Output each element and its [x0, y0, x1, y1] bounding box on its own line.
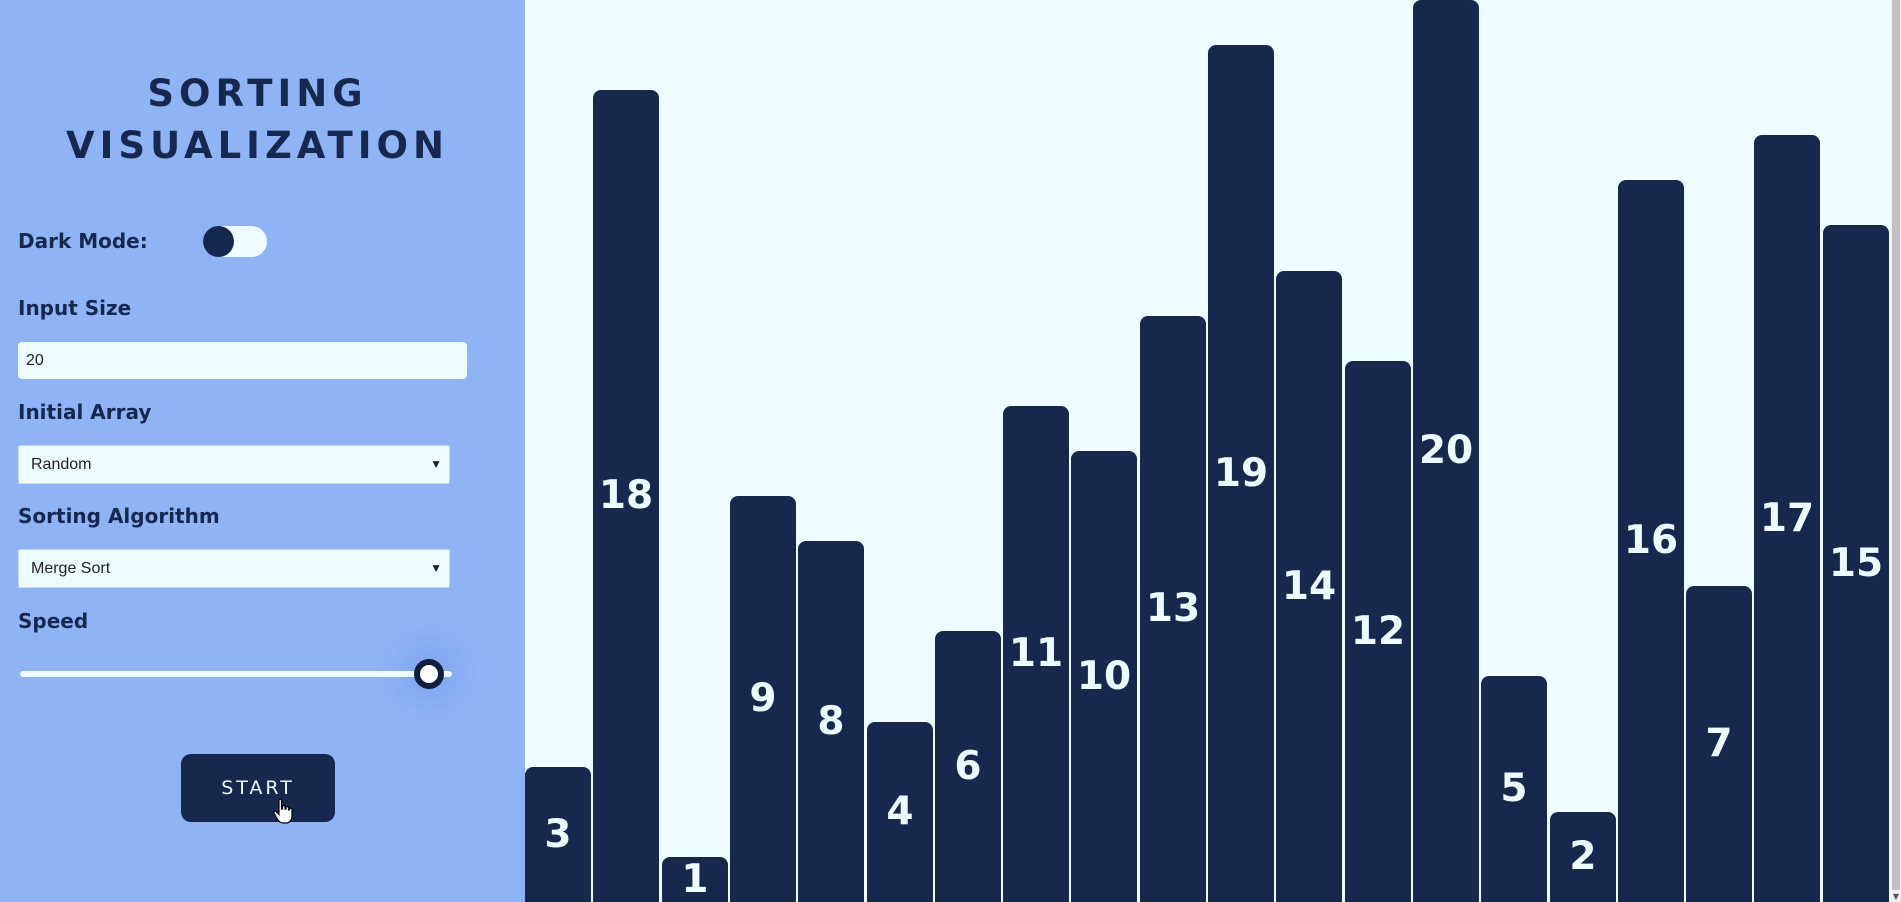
bar-value-label: 18 [598, 473, 654, 518]
bar-17 [1618, 180, 1684, 902]
bar-value-label: 3 [544, 812, 572, 857]
bar-16 [1550, 812, 1616, 902]
bar-19 [1754, 135, 1820, 902]
vertical-scrollbar[interactable]: ▲ ▼ [1891, 0, 1901, 902]
scroll-down-icon[interactable]: ▼ [1892, 892, 1900, 901]
initial-array-value: Random [31, 455, 92, 473]
control-sidebar: SORTING VISUALIZATION Dark Mode: Input S… [0, 0, 525, 902]
bar-value-label: 16 [1623, 518, 1679, 563]
input-size-field[interactable] [18, 342, 467, 379]
bar-3 [662, 857, 728, 902]
bar-20 [1823, 225, 1889, 902]
scroll-thumb[interactable] [1892, 0, 1900, 890]
start-button[interactable]: START [181, 754, 335, 822]
bar-8 [1003, 406, 1069, 902]
initial-array-label: Initial Array [18, 400, 152, 424]
bar-1 [525, 767, 591, 902]
slider-track [20, 671, 452, 677]
bar-7 [935, 631, 1001, 902]
title-line-1: SORTING [147, 72, 368, 115]
bar-14 [1413, 0, 1479, 902]
bar-value-label: 13 [1145, 586, 1201, 631]
bar-18 [1686, 586, 1752, 902]
sorting-algorithm-label: Sorting Algorithm [18, 504, 220, 528]
bar-12 [1276, 271, 1342, 902]
bar-9 [1071, 451, 1137, 902]
bar-value-label: 9 [749, 676, 777, 721]
bar-value-label: 17 [1759, 496, 1815, 541]
bar-15 [1481, 676, 1547, 902]
hand-cursor-icon [273, 798, 293, 824]
bar-value-label: 12 [1350, 609, 1406, 654]
bar-value-label: 10 [1076, 654, 1132, 699]
bar-value-label: 1 [681, 857, 709, 902]
chevron-down-icon: ▼ [430, 561, 442, 575]
bar-13 [1345, 361, 1411, 902]
bar-value-label: 20 [1418, 428, 1474, 473]
bar-value-label: 4 [886, 789, 914, 834]
initial-array-select[interactable]: Random ▼ [18, 445, 450, 484]
sorting-algorithm-value: Merge Sort [31, 559, 111, 577]
bar-value-label: 6 [954, 744, 982, 789]
input-size-label: Input Size [18, 296, 132, 320]
speed-slider[interactable] [20, 623, 479, 723]
bar-value-label: 11 [1008, 631, 1064, 676]
toggle-knob [203, 226, 234, 257]
slider-thumb[interactable] [414, 659, 444, 689]
bar-value-label: 8 [817, 699, 845, 744]
bar-5 [798, 541, 864, 902]
bar-value-label: 2 [1569, 834, 1597, 879]
sorting-algorithm-select[interactable]: Merge Sort ▼ [18, 549, 450, 588]
bar-4 [730, 496, 796, 902]
chevron-down-icon: ▼ [430, 457, 442, 471]
dark-mode-label: Dark Mode: [18, 229, 148, 253]
bar-2 [593, 90, 659, 902]
bar-value-label: 15 [1828, 541, 1884, 586]
bar-value-label: 14 [1281, 564, 1337, 609]
bar-10 [1140, 316, 1206, 902]
dark-mode-toggle[interactable] [203, 226, 267, 257]
bar-value-label: 19 [1213, 451, 1269, 496]
bar-11 [1208, 45, 1274, 902]
sorting-bar-chart: 3 18 1 9 8 4 6 11 10 13 19 14 12 20 5 2 16 7 17 15 [525, 0, 1891, 902]
speed-label: Speed [18, 609, 89, 633]
bar-value-label: 7 [1705, 721, 1733, 766]
bar-6 [867, 722, 933, 902]
bar-value-label: 5 [1500, 766, 1528, 811]
page-title: SORTING VISUALIZATION [0, 68, 515, 172]
title-line-2: VISUALIZATION [66, 124, 449, 167]
